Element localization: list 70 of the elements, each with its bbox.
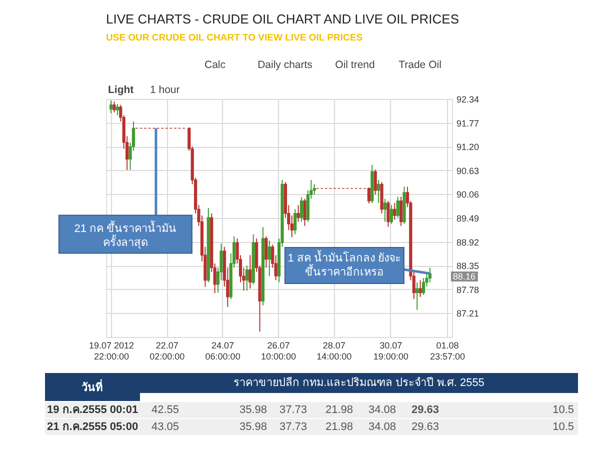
candlestick — [390, 204, 393, 224]
y-tick-label: 88.35 — [456, 261, 480, 272]
candlestick — [303, 198, 306, 226]
candlestick — [418, 280, 422, 298]
candlestick — [396, 196, 400, 218]
y-tick-label: 90.06 — [456, 190, 480, 200]
y-tick-label: 87.78 — [456, 284, 480, 295]
candlestick — [116, 104, 119, 116]
text: 29.63 — [411, 404, 439, 416]
y-tick-label: 91.77 — [456, 118, 480, 128]
text: 35.98 — [239, 421, 267, 433]
text: 19 ก.ค.2555 00:01 — [47, 404, 138, 416]
candlestick — [294, 208, 297, 235]
annotation: 88.16 — [452, 272, 476, 282]
annotation: 21 กค ขึ้นราคาน้ำมัน ครั้งลาสุด — [74, 220, 177, 250]
text: 34.08 — [368, 404, 396, 416]
candlestick — [264, 236, 268, 268]
candlestick — [248, 254, 252, 290]
x-tick-label: 30.07 19:00:00 — [373, 340, 408, 362]
text: ราคาขายปลีก กทม.และปริมณฑล ประจำปี พ.ศ. 2555 — [234, 376, 484, 389]
candlestick — [109, 100, 113, 114]
x-tick-label: 22.07 02:00:00 — [150, 340, 185, 362]
y-tick-label: 90.63 — [456, 166, 480, 176]
text: 21.98 — [325, 404, 353, 416]
candlestick — [300, 196, 304, 222]
candlestick — [386, 200, 390, 228]
y-tick-label: 88.92 — [456, 237, 480, 248]
text: 37.73 — [279, 404, 307, 416]
text: Light — [108, 84, 134, 96]
x-tick-label: 26.07 10:00:00 — [260, 340, 296, 362]
candlestick — [422, 278, 426, 296]
candlestick — [268, 240, 271, 277]
text: 21.98 — [325, 421, 353, 433]
candlestick — [377, 180, 380, 204]
text: 34.08 — [368, 421, 396, 433]
text: 10.5 — [552, 404, 574, 416]
y-tick-label: 87.21 — [456, 308, 480, 319]
x-tick-label: 24.07 06:00:00 — [205, 340, 240, 362]
text: Daily charts — [258, 59, 312, 71]
text: 37.73 — [279, 421, 307, 433]
candlestick — [245, 265, 248, 292]
y-tick-label: 92.34 — [456, 94, 480, 104]
annotation: 1 สค น้ำมันโลกลง ยังจะ ขึ้นราคาอีกเหรอ — [288, 250, 402, 279]
y-tick-label: 89.49 — [456, 214, 480, 224]
candlestick — [383, 198, 387, 222]
candlestick — [393, 202, 396, 220]
text: Calc — [204, 59, 226, 71]
candlestick — [399, 196, 403, 226]
text: Trade Oil — [398, 59, 442, 71]
candlestick — [374, 169, 377, 196]
candlestick — [367, 187, 370, 204]
text: 29.63 — [411, 421, 439, 433]
chart-subtitle: USE OUR CRUDE OIL CHART TO VIEW LIVE OIL PRICES — [106, 32, 363, 44]
x-tick-label: 19.07 2012 22:00:00 — [88, 340, 134, 362]
candlestick — [112, 101, 116, 113]
text: 1 hour — [150, 84, 180, 96]
candlestick — [416, 282, 419, 310]
x-tick-label: 01.08 23:57:00 — [430, 340, 466, 362]
text: 21 ก.ค.2555 05:00 — [47, 421, 138, 433]
candlestick — [312, 184, 316, 196]
x-tick-label: 28.07 14:00:00 — [316, 340, 352, 362]
text: 42.55 — [151, 404, 179, 416]
text: Oil trend — [335, 59, 375, 71]
text: วันที่ — [82, 379, 102, 394]
text: 43.05 — [151, 421, 179, 433]
chart-title: LIVE CHARTS - CRUDE OIL CHART AND LIVE OIL PRICES — [106, 12, 460, 26]
y-tick-label: 91.20 — [456, 142, 480, 152]
candlestick — [296, 204, 300, 222]
text: 35.98 — [239, 404, 267, 416]
text: 10.5 — [552, 421, 574, 433]
